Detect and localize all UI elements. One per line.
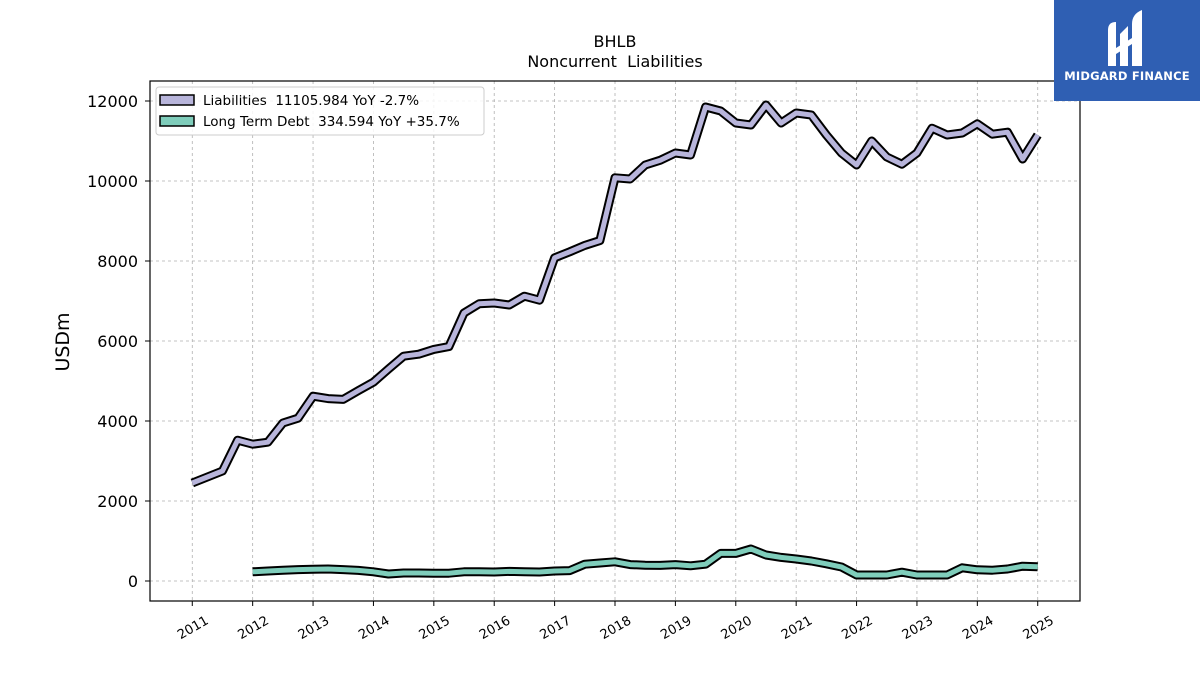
logo-text: MIDGARD FINANCE (1064, 69, 1190, 83)
x-tick-label: 2016 (477, 613, 513, 643)
x-tick-label: 2014 (356, 613, 392, 643)
x-tick-label: 2024 (960, 613, 996, 643)
series-line-2 (252, 546, 1038, 578)
x-tick-label: 2011 (175, 613, 211, 643)
x-tick-label: 2019 (658, 613, 694, 643)
grid (150, 81, 1080, 601)
legend-label-2: Long Term Debt 334.594 YoY +35.7% (203, 114, 460, 130)
series-layer (190, 100, 1042, 580)
legend: Liabilities 11105.984 YoY -2.7% Long Term… (155, 86, 485, 136)
y-tick-label: 12000 (87, 92, 138, 111)
legend-swatch-1 (159, 94, 195, 106)
x-tick-label: 2025 (1021, 613, 1057, 643)
y-tick-label: 0 (128, 572, 138, 591)
x-tick-label: 2017 (537, 613, 573, 643)
series-line-1 (191, 102, 1040, 486)
y-axis-label: USDm (52, 312, 74, 371)
x-tick-label: 2022 (839, 613, 875, 643)
x-tick-label: 2021 (779, 613, 815, 643)
midgard-logo: MIDGARD FINANCE (1054, 0, 1200, 101)
y-tick-label: 4000 (97, 412, 138, 431)
x-tick-label: 2018 (598, 613, 634, 643)
x-tick-label: 2023 (900, 613, 936, 643)
y-tick-label: 8000 (97, 252, 138, 271)
axis-ticks: 0 2000 4000 6000 8000 10000 12000 2011 2012 2013 2… (87, 92, 1057, 643)
legend-label-1: Liabilities 11105.984 YoY -2.7% (203, 93, 419, 109)
midgard-logo-icon (1108, 10, 1142, 66)
chart-title: BHLB (594, 32, 637, 51)
y-tick-label: 10000 (87, 172, 138, 191)
x-tick-label: 2012 (236, 613, 272, 643)
chart-subtitle: Noncurrent Liabilities (527, 52, 702, 71)
y-tick-label: 6000 (97, 332, 138, 351)
x-tick-label: 2015 (417, 613, 453, 643)
y-tick-label: 2000 (97, 492, 138, 511)
legend-swatch-2 (159, 115, 195, 127)
legend-frame (155, 86, 485, 136)
x-tick-label: 2020 (719, 613, 755, 643)
x-tick-label: 2013 (296, 613, 332, 643)
